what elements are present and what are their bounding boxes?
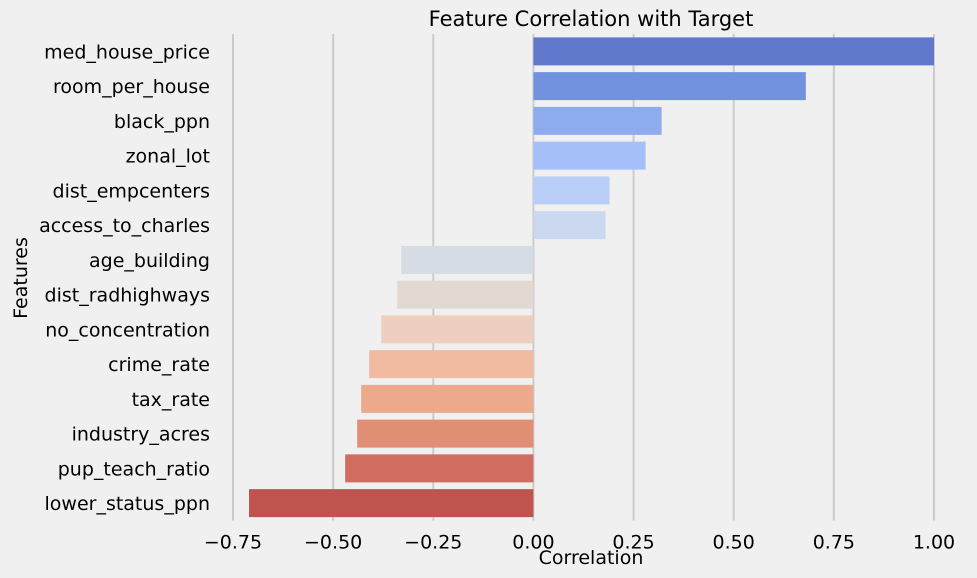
x-tick-label: −0.25 bbox=[404, 532, 462, 554]
y-tick-label: pup_teach_ratio bbox=[58, 458, 210, 480]
y-tick-label: med_house_price bbox=[44, 41, 210, 63]
bar-no-concentration bbox=[381, 315, 534, 344]
x-tick-label: −0.75 bbox=[204, 532, 262, 554]
y-tick-label: dist_radhighways bbox=[45, 285, 210, 307]
bar-med-house-price bbox=[533, 37, 934, 66]
bar-black-ppn bbox=[533, 106, 662, 135]
bar-crime-rate bbox=[369, 350, 534, 379]
bars bbox=[249, 37, 934, 518]
x-tick-label: 0.00 bbox=[512, 532, 554, 554]
x-tick-label: 0.75 bbox=[813, 532, 855, 554]
bar-age-building bbox=[401, 245, 534, 274]
x-tick-label: 0.25 bbox=[612, 532, 654, 554]
bar-zonal-lot bbox=[533, 141, 646, 170]
y-tick-label: no_concentration bbox=[45, 319, 210, 341]
x-tick-label: −0.50 bbox=[304, 532, 362, 554]
y-tick-label: dist_empcenters bbox=[53, 180, 210, 202]
y-tick-label: access_to_charles bbox=[39, 215, 210, 237]
y-axis-label: Features bbox=[10, 237, 32, 319]
y-tick-label: black_ppn bbox=[114, 111, 210, 133]
bar-access-to-charles bbox=[533, 211, 606, 240]
bar-dist-empcenters bbox=[533, 176, 610, 205]
y-tick-labels: med_house_price room_per_house black_ppnzo… bbox=[39, 41, 210, 515]
y-tick-label: zonal_lot bbox=[126, 146, 210, 168]
x-tick-label: 0.50 bbox=[713, 532, 755, 554]
bar-lower-status-ppn bbox=[249, 489, 534, 518]
bar-industry-acres bbox=[357, 419, 534, 448]
x-tick-labels: −0.75 −0.50 −0.25 0.00 0.25 0.50 0.75 1.00 bbox=[204, 532, 955, 554]
chart-title: Feature Correlation with Target bbox=[429, 7, 754, 31]
y-tick-label: room_per_house bbox=[53, 76, 210, 98]
bar-room-per-house bbox=[533, 72, 806, 101]
x-axis-label: Correlation bbox=[539, 547, 644, 569]
x-tick-label: 1.00 bbox=[913, 532, 955, 554]
y-tick-label: age_building bbox=[89, 250, 210, 272]
y-tick-label: industry_acres bbox=[72, 424, 210, 446]
bar-pup-teach-ratio bbox=[345, 454, 534, 483]
y-tick-label: lower_status_ppn bbox=[45, 493, 211, 515]
bar-dist-radhighways bbox=[397, 280, 534, 309]
bar-tax-rate bbox=[361, 384, 534, 413]
y-tick-label: crime_rate bbox=[108, 354, 210, 376]
y-tick-label: tax_rate bbox=[132, 389, 210, 411]
